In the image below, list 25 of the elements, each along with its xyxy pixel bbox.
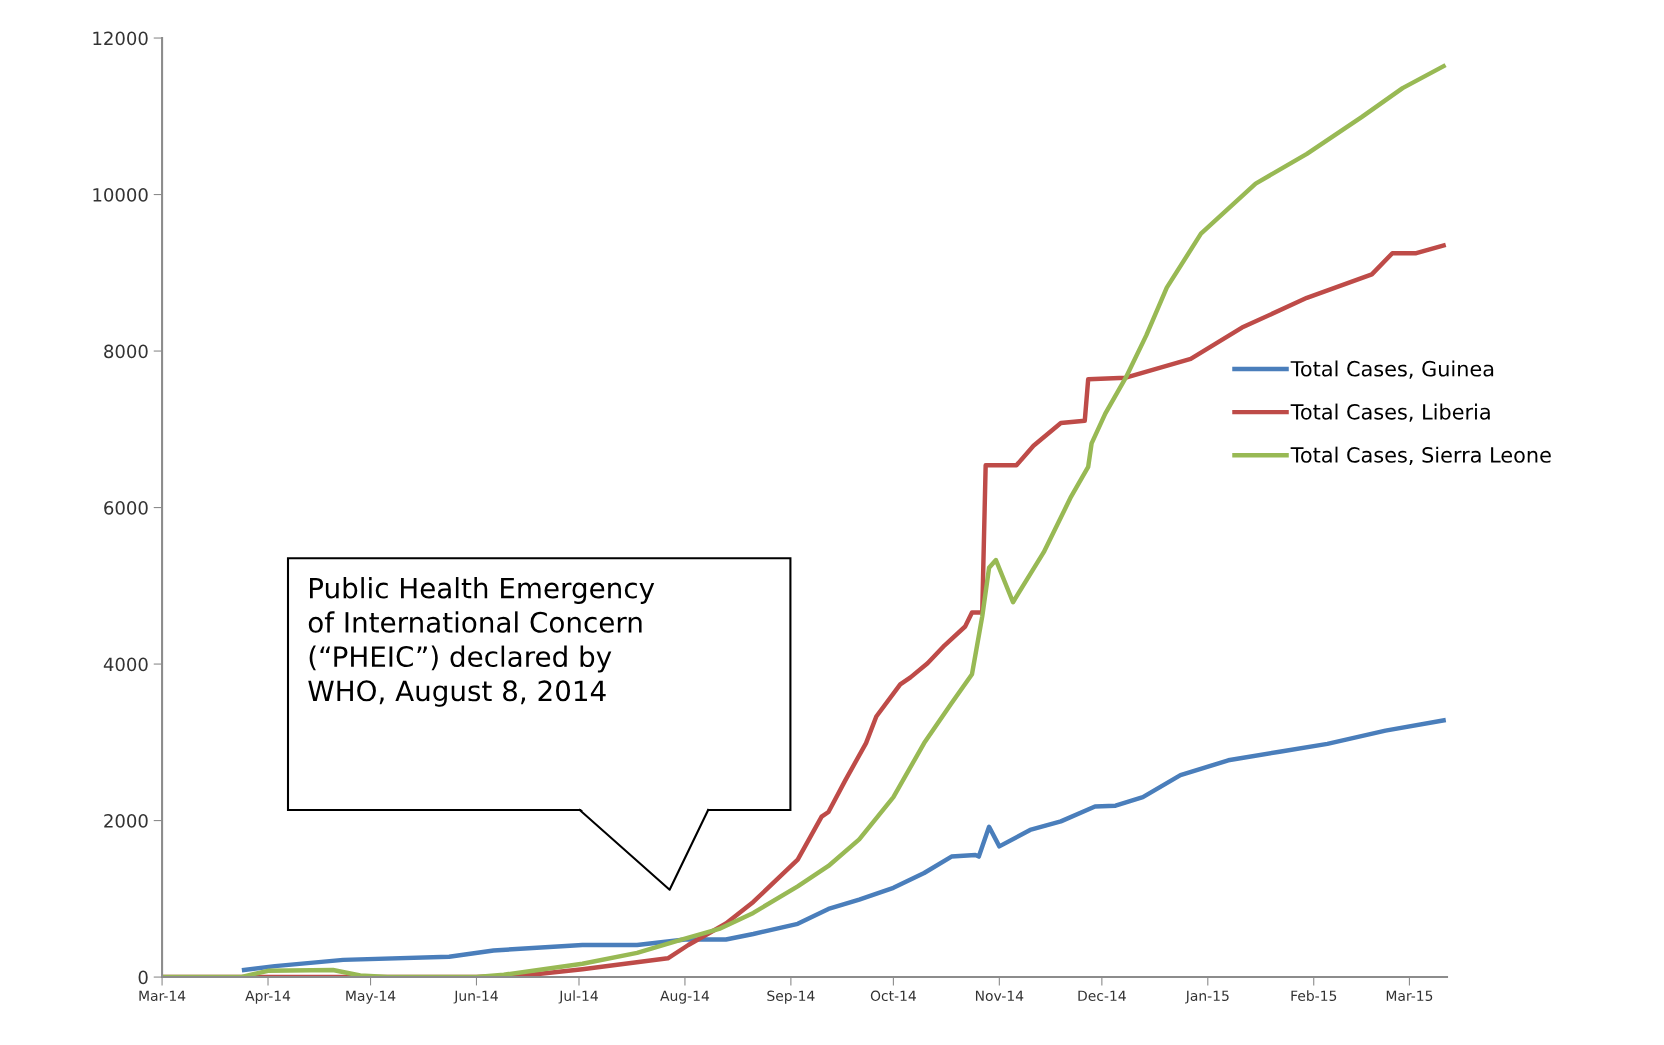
y-tick-label: 12000 (93, 31, 148, 46)
legend-label: Total Cases, Liberia (1290, 403, 1490, 422)
y-tick-label: 10000 (93, 188, 148, 202)
annotation: Public Health Emergency of International Concern (“PHEIC”) declared by WHO, August 8, 2014 (308, 577, 655, 707)
x-tick-label: Mar-15 (1386, 990, 1433, 1002)
y-tick-label: 6000 (104, 501, 148, 515)
legend-label: Total Cases, Guinea (1290, 360, 1494, 379)
x-tick-label: Jan-15 (1185, 990, 1229, 1004)
x-tick-label: Sep-14 (767, 990, 815, 1004)
y-tick-label: 8000 (104, 344, 148, 359)
x-tick-label: Oct-14 (870, 990, 916, 1002)
line-series (241, 718, 1446, 973)
x-tick-label: Nov-14 (975, 990, 1024, 1002)
x-tick-label: Dec-14 (1078, 990, 1126, 1002)
x-tick-label: Mar-14 (139, 990, 186, 1002)
x-tick-label: Apr-14 (245, 990, 291, 1004)
x-tick-label: Jun-14 (453, 990, 498, 1004)
x-tick-label: Jul-14 (558, 990, 598, 1004)
y-tick-label: 2000 (104, 814, 148, 828)
y-tick-label: 4000 (103, 657, 148, 672)
x-tick-label: Feb-15 (1291, 990, 1337, 1002)
legend-label: Total Cases, Sierra Leone (1290, 446, 1551, 465)
x-tick-label: May-14 (346, 990, 396, 1004)
y-tick-label: 0 (138, 970, 148, 985)
x-tick-label: Aug-14 (660, 990, 710, 1004)
